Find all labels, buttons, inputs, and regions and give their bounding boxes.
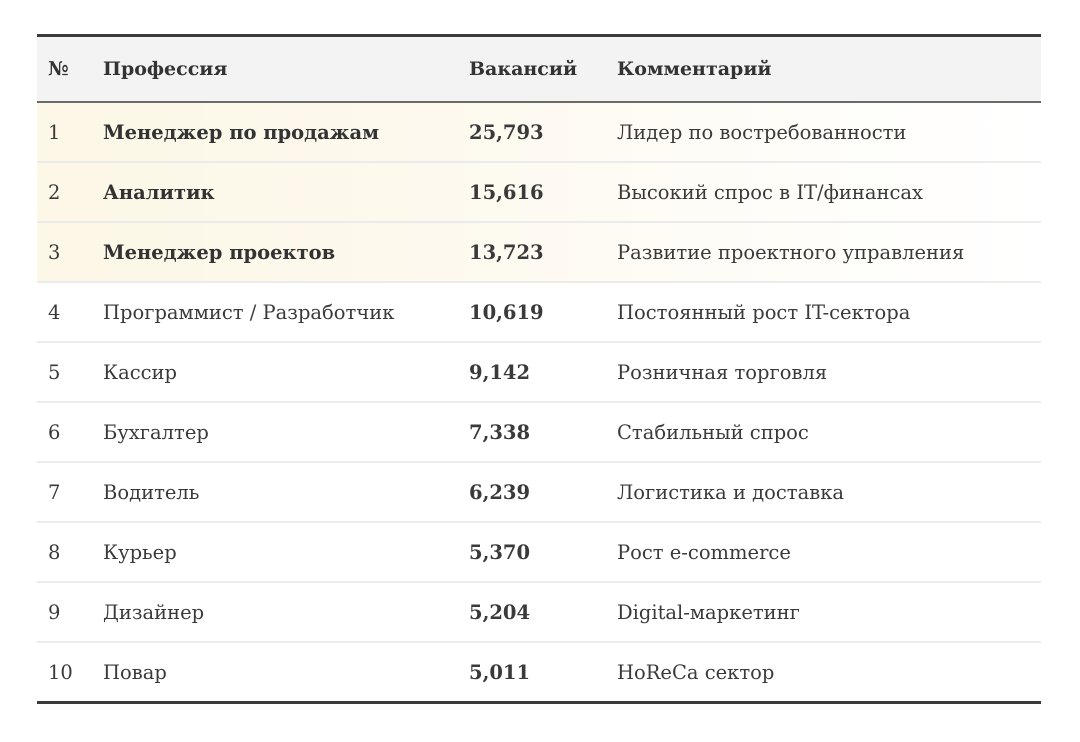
row-num: 5 <box>37 342 103 403</box>
row-comment: Развитие проектного управления <box>617 222 1041 283</box>
row-num: 9 <box>37 582 103 643</box>
row-profession: Повар <box>103 642 469 704</box>
row-vacancies: 7,338 <box>469 402 617 463</box>
table-row: 4 Программист / Разработчик 10,619 Посто… <box>37 282 1041 343</box>
row-vacancies: 5,204 <box>469 582 617 643</box>
table-row: 9 Дизайнер 5,204 Digital-маркетинг <box>37 582 1041 643</box>
table-row: 8 Курьер 5,370 Рост e-commerce <box>37 522 1041 583</box>
row-comment: Высокий спрос в IT/финансах <box>617 162 1041 223</box>
row-profession: Курьер <box>103 522 469 583</box>
row-profession: Менеджер проектов <box>103 222 469 283</box>
row-vacancies: 13,723 <box>469 222 617 283</box>
row-profession: Дизайнер <box>103 582 469 643</box>
row-vacancies: 5,011 <box>469 642 617 704</box>
row-num: 7 <box>37 462 103 523</box>
row-profession: Водитель <box>103 462 469 523</box>
row-vacancies: 9,142 <box>469 342 617 403</box>
table-row: 6 Бухгалтер 7,338 Стабильный спрос <box>37 402 1041 463</box>
table-row: 10 Повар 5,011 HoReCa сектор <box>37 642 1041 704</box>
row-comment: Логистика и доставка <box>617 462 1041 523</box>
row-comment: HoReCa сектор <box>617 642 1041 704</box>
header-num: № <box>48 58 69 80</box>
row-num: 2 <box>37 162 103 223</box>
row-comment: Рост e-commerce <box>617 522 1041 583</box>
table-header: № Профессия Вакансий Комментарий <box>37 35 1041 102</box>
table-row: 3 Менеджер проектов 13,723 Развитие прое… <box>37 222 1041 283</box>
row-profession: Аналитик <box>103 162 469 223</box>
table-row: 2 Аналитик 15,616 Высокий спрос в IT/фин… <box>37 162 1041 223</box>
header-row: № Профессия Вакансий Комментарий <box>37 35 1041 102</box>
row-vacancies: 15,616 <box>469 162 617 223</box>
row-num: 8 <box>37 522 103 583</box>
row-comment: Розничная торговля <box>617 342 1041 403</box>
profession-vacancies-table: № Профессия Вакансий Комментарий 1 Менед… <box>37 34 1041 704</box>
row-num: 4 <box>37 282 103 343</box>
row-num: 3 <box>37 222 103 283</box>
row-profession: Бухгалтер <box>103 402 469 463</box>
row-profession: Менеджер по продажам <box>103 102 469 163</box>
header-comment: Комментарий <box>617 58 772 80</box>
row-num: 6 <box>37 402 103 463</box>
row-comment: Стабильный спрос <box>617 402 1041 463</box>
row-comment: Digital-маркетинг <box>617 582 1041 643</box>
row-vacancies: 5,370 <box>469 522 617 583</box>
row-vacancies: 6,239 <box>469 462 617 523</box>
row-num: 1 <box>37 102 103 163</box>
table-row: 5 Кассир 9,142 Розничная торговля <box>37 342 1041 403</box>
table-row: 1 Менеджер по продажам 25,793 Лидер по в… <box>37 102 1041 163</box>
table-row: 7 Водитель 6,239 Логистика и доставка <box>37 462 1041 523</box>
row-profession: Программист / Разработчик <box>103 282 469 343</box>
table-body: 1 Менеджер по продажам 25,793 Лидер по в… <box>37 102 1041 704</box>
row-comment: Лидер по востребованности <box>617 102 1041 163</box>
row-num: 10 <box>37 642 103 704</box>
profession-vacancies-table-container: № Профессия Вакансий Комментарий 1 Менед… <box>37 34 1041 704</box>
row-vacancies: 10,619 <box>469 282 617 343</box>
header-vacancies: Вакансий <box>469 58 578 80</box>
header-profession: Профессия <box>103 58 228 80</box>
row-profession: Кассир <box>103 342 469 403</box>
row-vacancies: 25,793 <box>469 102 617 163</box>
row-comment: Постоянный рост IT-сектора <box>617 282 1041 343</box>
